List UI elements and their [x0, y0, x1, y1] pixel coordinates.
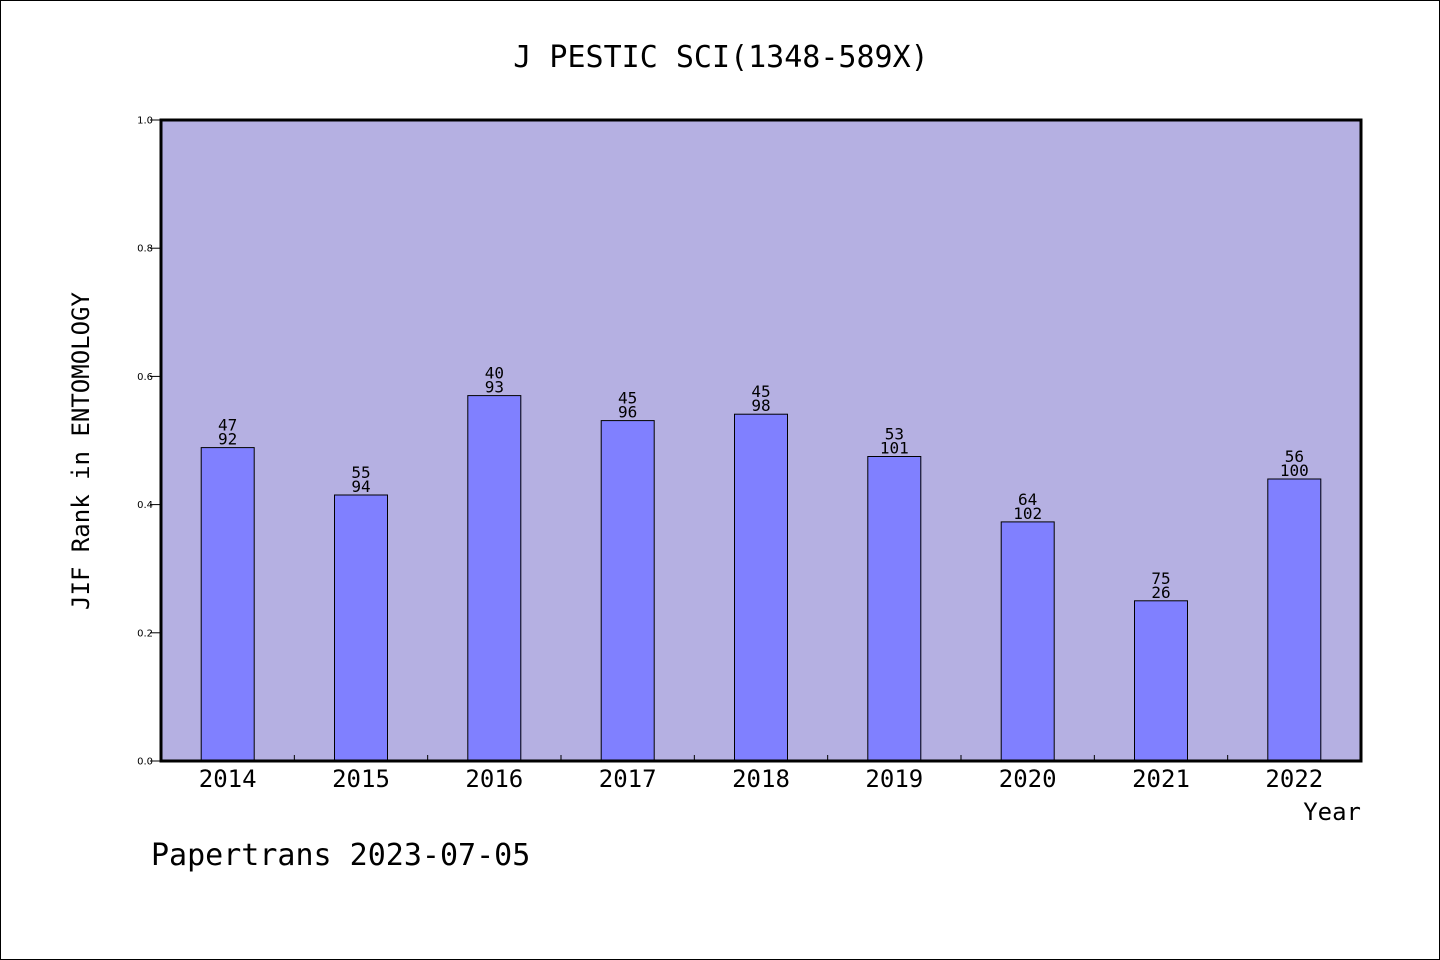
- bar-rank-label: 55: [351, 463, 370, 482]
- y-tick-label: 0.0: [137, 757, 153, 768]
- bar-2017: [600, 420, 655, 762]
- plot-border: [159, 118, 1363, 763]
- x-tick-label: 2014: [199, 765, 257, 793]
- bar-rank-label: 75: [1151, 569, 1170, 588]
- bar-2019: [867, 456, 922, 762]
- bar-total-label: 100: [1280, 461, 1309, 480]
- y-tick-label: 0.4: [137, 500, 153, 511]
- bar-rank-label: 64: [1018, 490, 1037, 509]
- bar-2015: [334, 494, 388, 762]
- y-tick-label: 0.6: [137, 372, 153, 383]
- bar-2022: [1267, 478, 1322, 762]
- x-tick-label: 2020: [999, 765, 1057, 793]
- y-tick-label: 1.0: [137, 116, 153, 127]
- x-tick-label: 2015: [332, 765, 390, 793]
- footer-text: Papertrans 2023-07-05: [151, 838, 530, 873]
- bar-2018: [734, 413, 788, 762]
- bar-rank-label: 56: [1285, 447, 1304, 466]
- bar-total-label: 96: [618, 403, 637, 422]
- x-tick-label: 2019: [865, 765, 923, 793]
- y-axis-ticks: 0.0 0.2 0.4 0.6 0.8 1.0: [137, 116, 161, 768]
- x-tick-label: 2018: [732, 765, 790, 793]
- y-tick-label: 0.2: [137, 628, 153, 639]
- bar-total-label: 101: [880, 439, 909, 458]
- bar-2016: [467, 395, 522, 762]
- x-axis-label: Year: [1303, 798, 1361, 826]
- bar-total-label: 26: [1151, 583, 1170, 602]
- bar-total-label: 98: [751, 396, 770, 415]
- bar-rank-label: 45: [618, 389, 637, 408]
- y-tick-label: 0.8: [137, 244, 153, 255]
- x-tick-label: 2016: [465, 765, 523, 793]
- bar-2014: [200, 447, 255, 762]
- bar-total-label: 93: [485, 378, 504, 397]
- x-tick-label: 2017: [599, 765, 657, 793]
- bar-total-label: 94: [351, 477, 370, 496]
- bar-total-label: 92: [218, 430, 237, 449]
- x-tick-label: 2021: [1132, 765, 1190, 793]
- bar-rank-label: 53: [885, 425, 904, 444]
- chart-title: J PESTIC SCI(1348-589X): [513, 40, 928, 75]
- bar-2020: [1000, 521, 1055, 762]
- bar-rank-label: 45: [751, 382, 770, 401]
- bars-group: [200, 395, 1322, 762]
- y-axis-label: JIF Rank in ENTOMOLOGY: [67, 292, 95, 610]
- bar-total-label: 102: [1013, 504, 1042, 523]
- x-tick-label: 2022: [1265, 765, 1323, 793]
- bar-2021: [1134, 600, 1188, 762]
- bar-rank-label: 40: [485, 364, 504, 383]
- x-axis-ticks: 2014 2015 2016 2017 2018 2019 2020 2021 2022: [199, 755, 1323, 793]
- bar-rank-label: 47: [218, 416, 237, 435]
